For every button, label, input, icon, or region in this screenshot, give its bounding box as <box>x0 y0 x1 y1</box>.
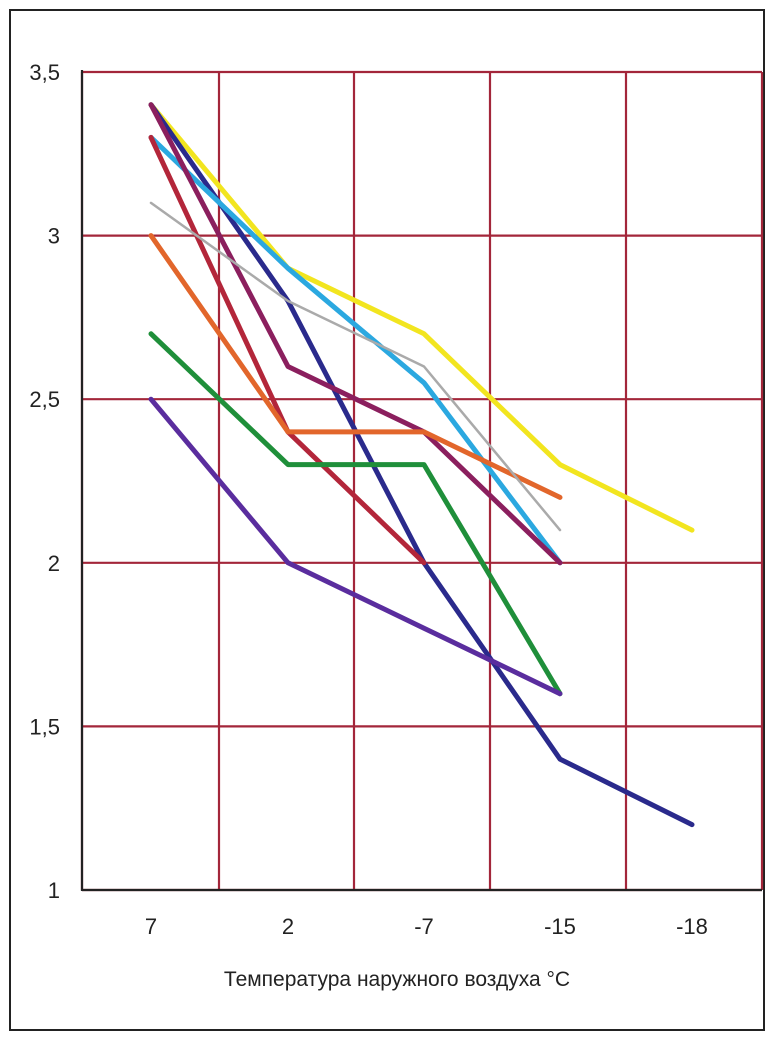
x-tick-label-2: -7 <box>414 914 434 939</box>
y-tick-label-5: 3,5 <box>29 60 60 85</box>
y-tick-label-3: 2,5 <box>29 387 60 412</box>
x-axis-label: Температура наружного воздуха °С <box>224 968 570 991</box>
series-line-0 <box>148 102 695 533</box>
chart-frame <box>9 9 765 1031</box>
x-tick-label-4: -18 <box>676 914 708 939</box>
y-tick-label-1: 1,5 <box>29 714 60 739</box>
series-line-6 <box>149 201 562 532</box>
x-tick-label-1: 2 <box>282 914 294 939</box>
series-line-5 <box>148 233 563 500</box>
y-tick-label-2: 2 <box>48 551 60 576</box>
y-tick-label-0: 1 <box>48 878 60 903</box>
x-tick-label-3: -15 <box>544 914 576 939</box>
series-line-3 <box>148 102 563 566</box>
y-tick-labels: 1 1,5 2 2,5 3 3,5 <box>29 60 60 903</box>
x-tick-label-0: 7 <box>145 914 157 939</box>
grid <box>80 70 764 892</box>
y-tick-label-4: 3 <box>48 224 60 249</box>
x-tick-labels: 7 2 -7 -15 -18 <box>145 914 708 939</box>
series-line-8 <box>148 396 563 697</box>
series-line-2 <box>148 134 563 566</box>
series-lines <box>148 102 695 828</box>
series-line-7 <box>148 331 563 697</box>
